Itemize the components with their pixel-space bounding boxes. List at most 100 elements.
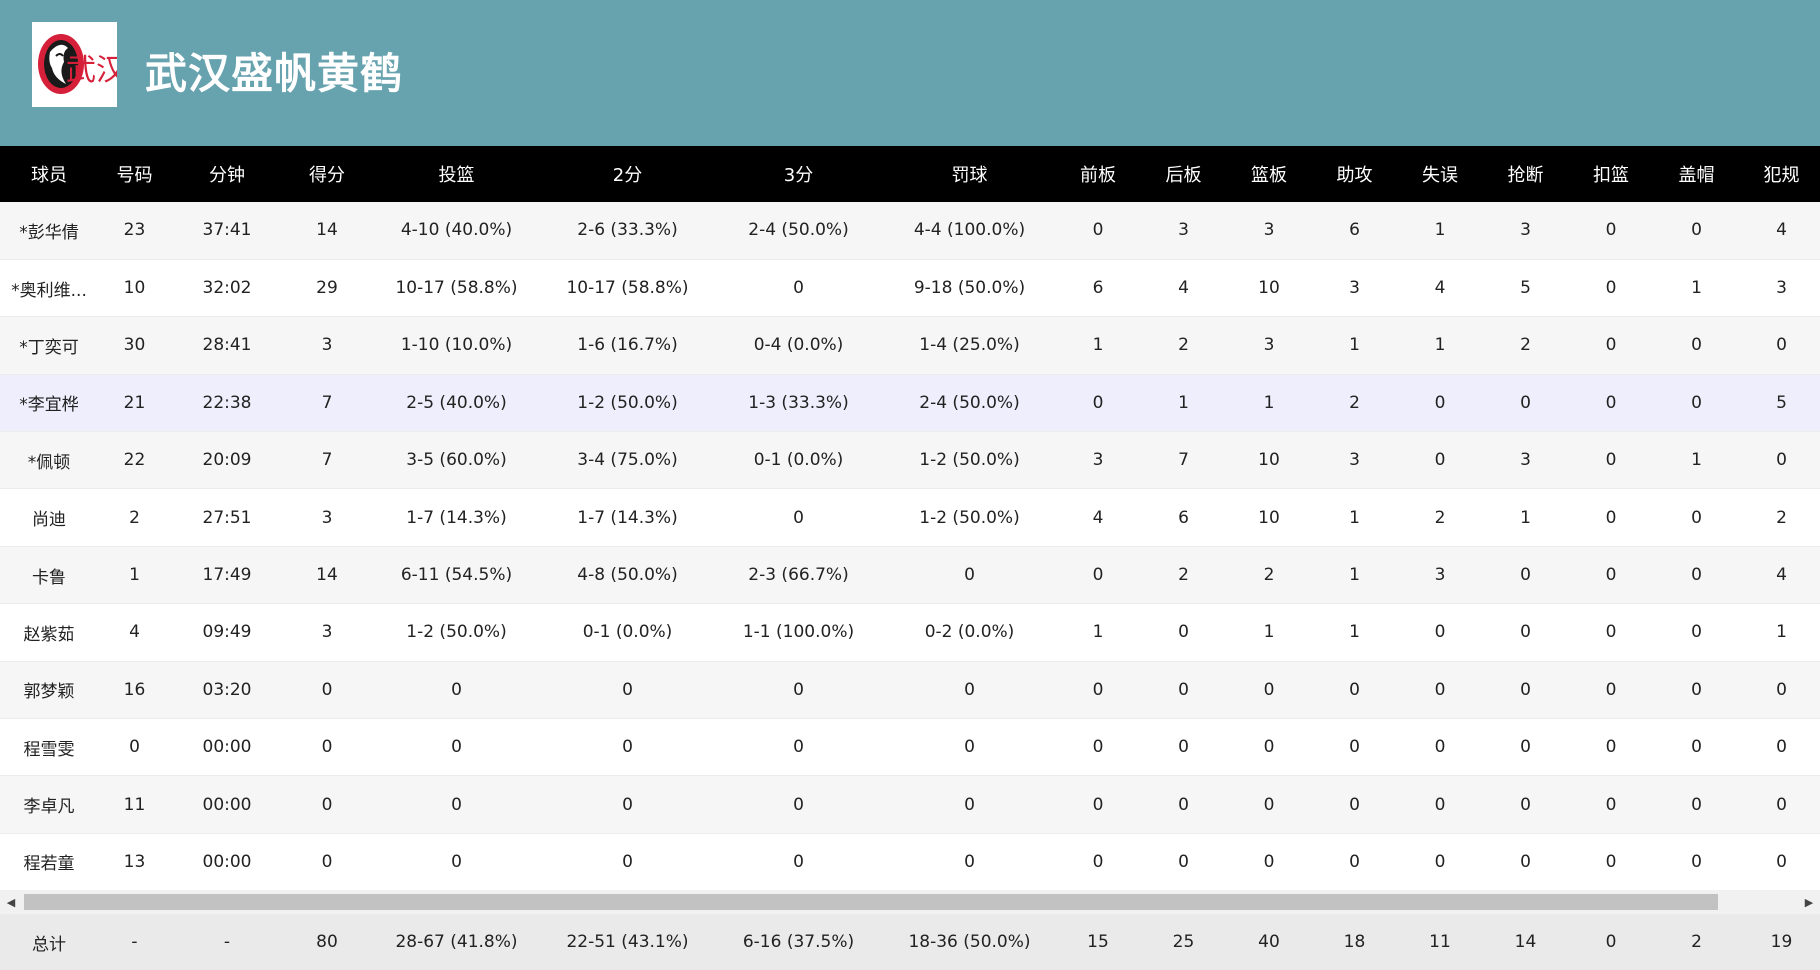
- stat-cell: 0: [542, 661, 713, 720]
- player-name-cell[interactable]: *丁奕可: [0, 316, 98, 375]
- column-header[interactable]: 后板: [1141, 146, 1226, 202]
- player-name-cell[interactable]: 程若童: [0, 833, 98, 892]
- stat-cell: 4-4 (100.0%): [884, 202, 1055, 260]
- stat-cell: 0: [1739, 833, 1820, 892]
- column-header[interactable]: 抢断: [1483, 146, 1568, 202]
- column-header[interactable]: 篮板: [1226, 146, 1312, 202]
- column-header[interactable]: 失误: [1397, 146, 1483, 202]
- column-header[interactable]: 得分: [283, 146, 371, 202]
- player-name-cell[interactable]: 尚迪: [0, 488, 98, 547]
- player-name-cell[interactable]: *李宜桦: [0, 374, 98, 433]
- team-logo-icon: 武汉: [38, 34, 117, 94]
- stat-cell: 0: [713, 775, 884, 834]
- stat-cell: 4-10 (40.0%): [371, 202, 542, 260]
- stat-cell: 0: [1312, 833, 1397, 892]
- stat-cell: 3: [283, 488, 371, 547]
- team-name: 武汉盛帆黄鹤: [145, 49, 404, 98]
- column-header[interactable]: 罚球: [884, 146, 1055, 202]
- player-name-cell[interactable]: 程雪雯: [0, 718, 98, 777]
- stat-cell: 3: [283, 603, 371, 662]
- stat-cell: 3: [1226, 316, 1312, 375]
- player-row[interactable]: *李宜桦 21 22:38 7 2-5 (40.0%) 1-2 (50.0%) 1-3 (3…: [0, 374, 1820, 433]
- column-header[interactable]: 3分: [713, 146, 884, 202]
- column-header[interactable]: 2分: [542, 146, 713, 202]
- stat-cell: 0: [1055, 202, 1141, 260]
- stat-cell: 3-5 (60.0%): [371, 431, 542, 490]
- stat-cell: 23: [98, 202, 171, 260]
- stat-cell: 2-3 (66.7%): [713, 546, 884, 605]
- column-header[interactable]: 球员: [0, 146, 98, 202]
- stat-cell: 6: [1312, 202, 1397, 260]
- stat-cell: 1-10 (10.0%): [371, 316, 542, 375]
- stat-cell: 5: [1739, 374, 1820, 433]
- scroll-right-arrow-icon[interactable]: ▶: [1804, 895, 1814, 909]
- player-name-cell[interactable]: 赵紫茹: [0, 603, 98, 662]
- player-row[interactable]: 卡鲁 1 17:49 14 6-11 (54.5%) 4-8 (50.0%) 2-3 (66…: [0, 546, 1820, 605]
- stat-cell: 4: [98, 603, 171, 662]
- stat-cell: 10-17 (58.8%): [371, 259, 542, 318]
- stat-cell: 1-7 (14.3%): [371, 488, 542, 547]
- player-row[interactable]: 郭梦颖 16 03:20 0 0 0 0 0 0 0 0 0 0 0 0 0 0: [0, 661, 1820, 720]
- totals-cell: 40: [1226, 914, 1312, 970]
- stat-cell: 3: [283, 316, 371, 375]
- stat-cell: 1-3 (33.3%): [713, 374, 884, 433]
- stat-cell: 1: [1312, 316, 1397, 375]
- stat-cell: 10: [1226, 431, 1312, 490]
- player-name-cell[interactable]: *彭华倩: [0, 202, 98, 260]
- stat-cell: 3: [1055, 431, 1141, 490]
- player-row[interactable]: 李卓凡 11 00:00 0 0 0 0 0 0 0 0 0 0 0 0 0 0: [0, 775, 1820, 834]
- totals-table: 总计 - -80 28-67 (41.8%) 22-51 (43.1%) 6-16 (37…: [0, 914, 1820, 970]
- column-header[interactable]: 投篮: [371, 146, 542, 202]
- player-name-cell[interactable]: 郭梦颖: [0, 661, 98, 720]
- stat-cell: 0: [1141, 661, 1226, 720]
- stat-cell: 0: [1568, 488, 1654, 547]
- stat-cell: 0-4 (0.0%): [713, 316, 884, 375]
- stat-cell: 10: [1226, 259, 1312, 318]
- stat-cell: 4: [1055, 488, 1141, 547]
- horizontal-scrollbar[interactable]: ◀ ▶: [0, 890, 1820, 914]
- column-header[interactable]: 盖帽: [1654, 146, 1739, 202]
- player-row[interactable]: 程若童 13 00:00 0 0 0 0 0 0 0 0 0 0 0 0 0 0: [0, 833, 1820, 892]
- stat-cell: 0: [1483, 546, 1568, 605]
- stat-cell: 0: [1483, 718, 1568, 777]
- player-row[interactable]: *佩顿 22 20:09 7 3-5 (60.0%) 3-4 (75.0%) 0-1 (0.…: [0, 431, 1820, 490]
- player-row[interactable]: *丁奕可 30 28:41 3 1-10 (10.0%) 1-6 (16.7%) 0-4 (…: [0, 316, 1820, 375]
- player-name-cell[interactable]: *佩顿: [0, 431, 98, 490]
- scrollbar-thumb[interactable]: [24, 894, 1718, 910]
- stat-cell: 0: [1055, 775, 1141, 834]
- stat-cell: 0: [371, 661, 542, 720]
- stat-cell: 1: [1141, 374, 1226, 433]
- scroll-left-arrow-icon[interactable]: ◀: [6, 895, 16, 909]
- stat-cell: 10: [98, 259, 171, 318]
- stat-cell: 1: [1654, 431, 1739, 490]
- stat-cell: 0: [713, 661, 884, 720]
- player-row[interactable]: 程雪雯 0 00:00 0 0 0 0 0 0 0 0 0 0 0 0 0 0: [0, 718, 1820, 777]
- stat-cell: 0-2 (0.0%): [884, 603, 1055, 662]
- player-name-cell[interactable]: 李卓凡: [0, 775, 98, 834]
- player-name-cell[interactable]: *奥利维...: [0, 259, 98, 318]
- stat-cell: 2-5 (40.0%): [371, 374, 542, 433]
- column-header[interactable]: 助攻: [1312, 146, 1397, 202]
- column-header[interactable]: 扣篮: [1568, 146, 1654, 202]
- player-row[interactable]: 赵紫茹 4 09:49 3 1-2 (50.0%) 0-1 (0.0%) 1-1 (100.…: [0, 603, 1820, 662]
- column-header[interactable]: 号码: [98, 146, 171, 202]
- stat-cell: 6: [1055, 259, 1141, 318]
- stat-cell: 0: [542, 718, 713, 777]
- player-row[interactable]: *彭华倩 23 37:41 14 4-10 (40.0%) 2-6 (33.3%) 2-4 …: [0, 202, 1820, 260]
- stat-cell: 3: [1226, 202, 1312, 260]
- stat-cell: 0: [371, 833, 542, 892]
- stat-cell: 0: [1739, 775, 1820, 834]
- stat-cell: 9-18 (50.0%): [884, 259, 1055, 318]
- player-name-cell[interactable]: 卡鲁: [0, 546, 98, 605]
- stat-cell: 2: [1483, 316, 1568, 375]
- player-row[interactable]: 尚迪 2 27:51 3 1-7 (14.3%) 1-7 (14.3%) 0 1-2 (50.…: [0, 488, 1820, 547]
- column-header[interactable]: 犯规: [1739, 146, 1820, 202]
- stat-cell: 11: [98, 775, 171, 834]
- column-header[interactable]: 分钟: [171, 146, 283, 202]
- stat-cell: 0: [713, 833, 884, 892]
- stat-cell: 0: [1397, 374, 1483, 433]
- column-header[interactable]: 前板: [1055, 146, 1141, 202]
- stat-cell: 0: [283, 661, 371, 720]
- stat-cell: 2-6 (33.3%): [542, 202, 713, 260]
- player-row[interactable]: *奥利维... 10 32:02 29 10-17 (58.8%) 10-17 (58.8…: [0, 259, 1820, 318]
